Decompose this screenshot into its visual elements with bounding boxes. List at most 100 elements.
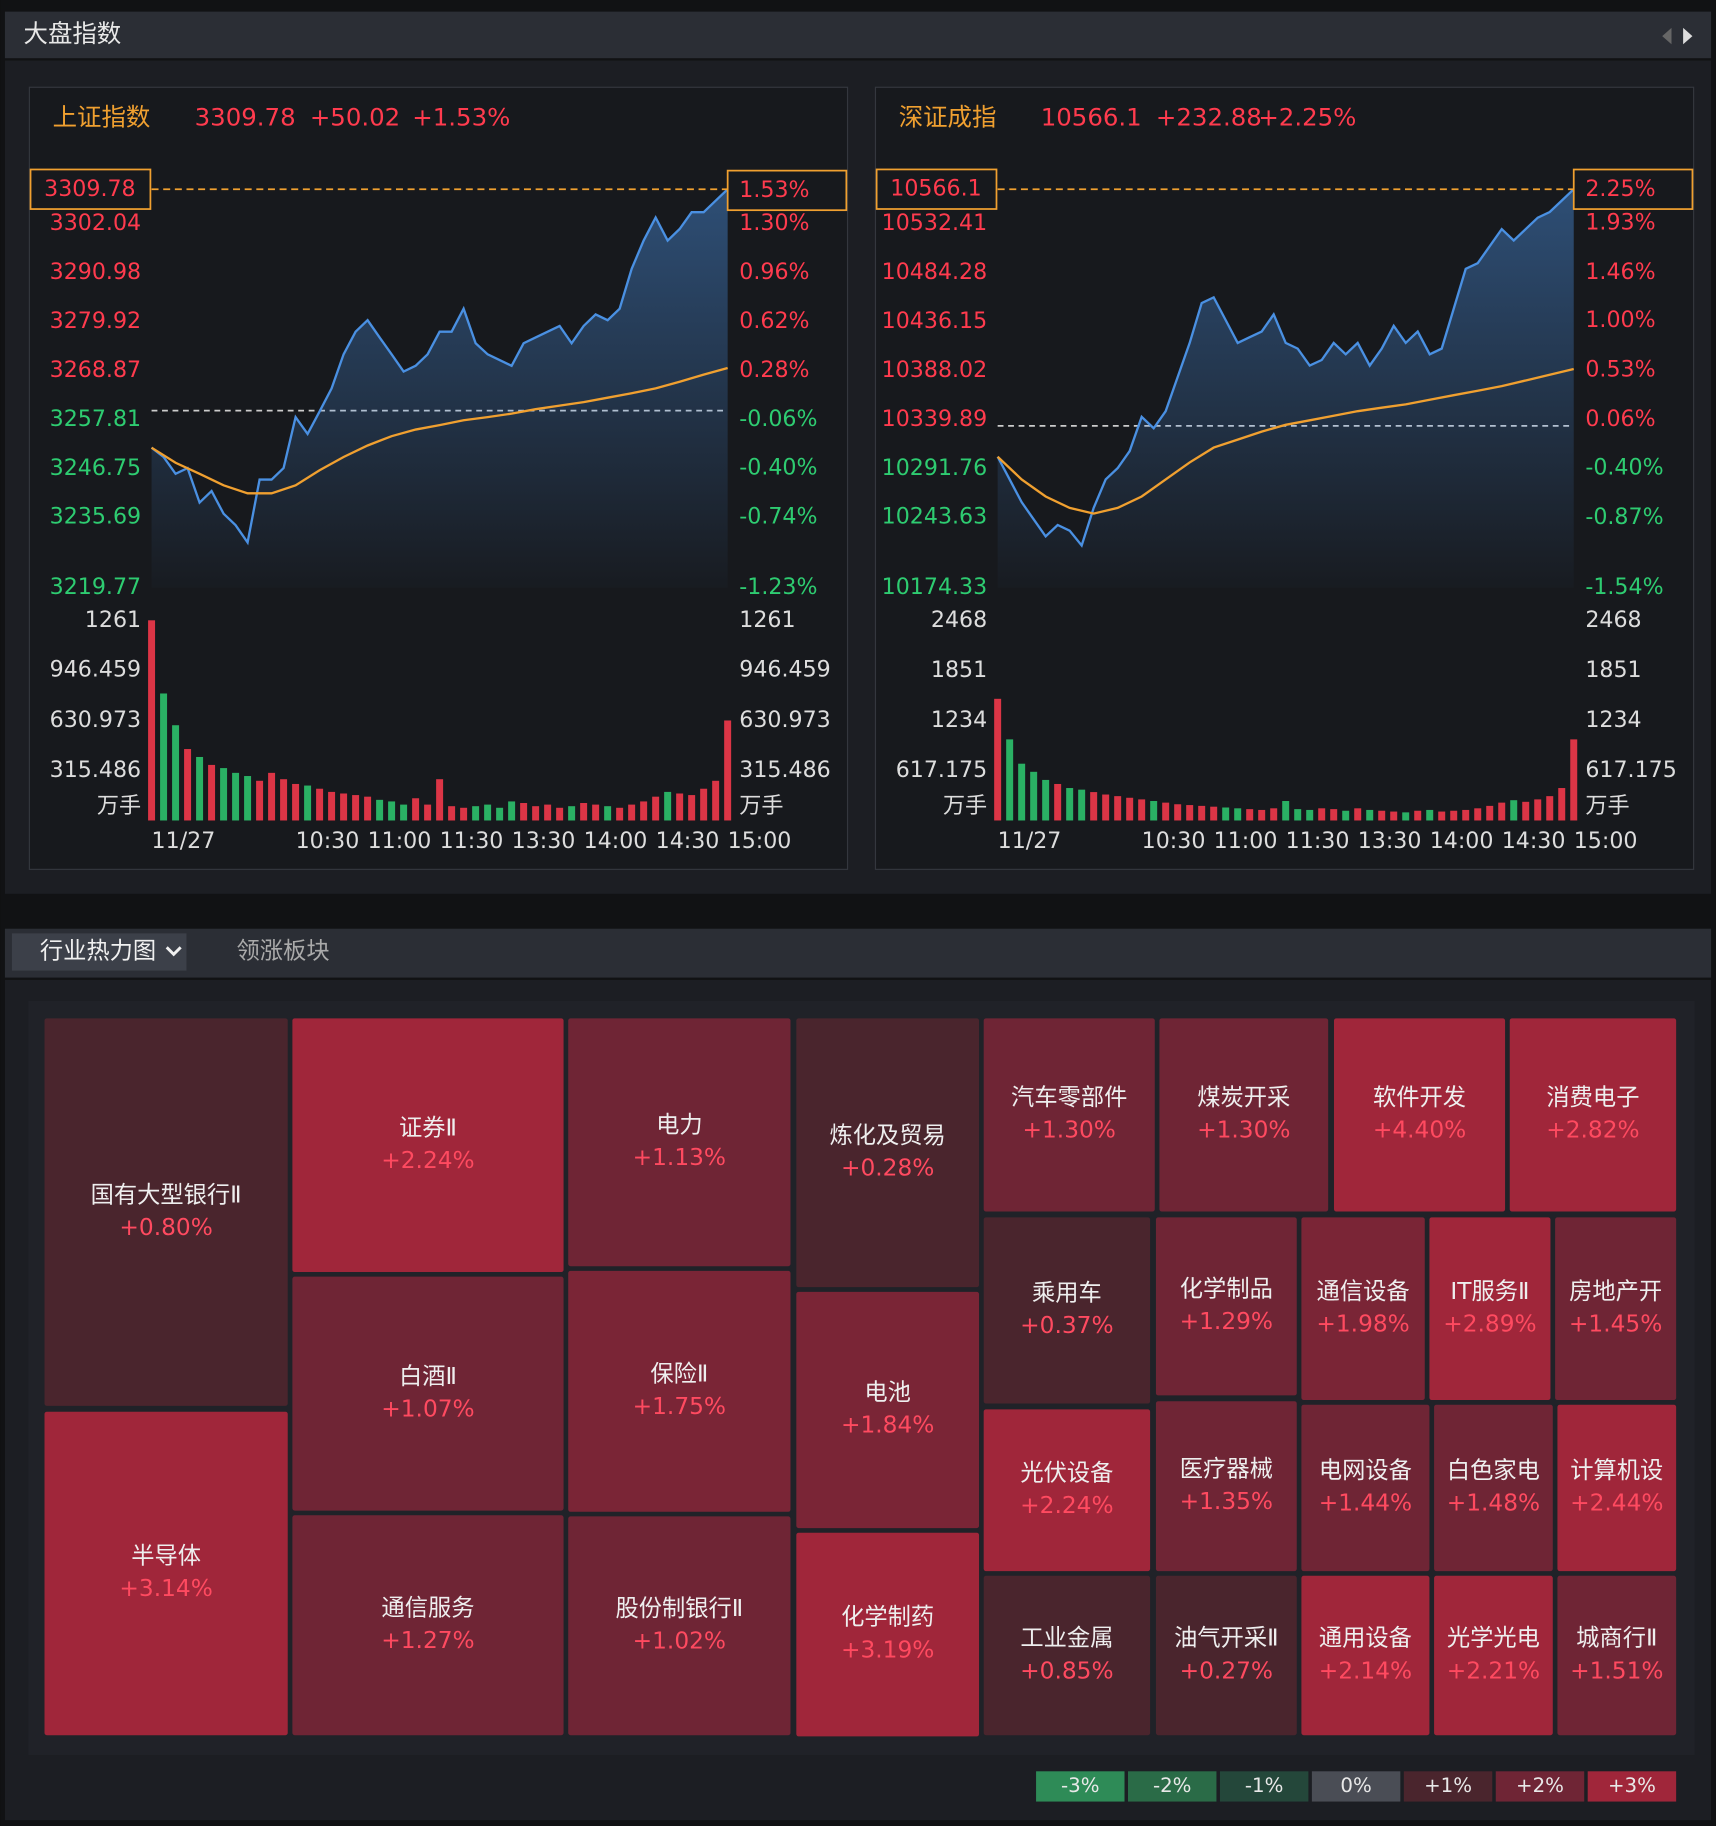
tile-change: +2.24% (1020, 1492, 1113, 1519)
heatmap-tile[interactable] (568, 1516, 791, 1736)
y2-tick-label: 0.96% (739, 259, 809, 285)
tile-change: +1.35% (1180, 1488, 1273, 1515)
tile-change: +1.84% (841, 1412, 934, 1439)
pct-box-label: 2.25% (1585, 176, 1655, 202)
x-tick-label: 11/27 (998, 828, 1062, 854)
volume-bar (340, 793, 348, 821)
price-line (996, 188, 1575, 548)
y-tick-label: 3268.87 (50, 357, 141, 383)
tile-name: 工业金属 (1020, 1625, 1113, 1652)
tab-active[interactable] (11, 933, 187, 971)
volume-bar (1558, 788, 1566, 821)
heatmap-tile[interactable] (568, 1018, 791, 1267)
tile-name: 电力 (656, 1111, 703, 1138)
volume-bar (460, 807, 468, 821)
heatmap-tile[interactable] (1301, 1575, 1430, 1736)
heatmap-tile[interactable] (1159, 1018, 1329, 1212)
x-tick-label: 13:30 (512, 828, 576, 854)
y-tick-label: 10339.89 (882, 406, 988, 432)
tile-name: 通信服务 (381, 1594, 474, 1621)
y-tick-label: 10291.76 (882, 455, 988, 481)
legend-swatch (1495, 1771, 1585, 1802)
heatmap-tile[interactable] (983, 1217, 1151, 1404)
volume-tick-label: 946.459 (739, 657, 830, 683)
volume-bar (1306, 809, 1314, 821)
legend-swatch (1587, 1771, 1677, 1802)
heatmap-tile[interactable] (1434, 1404, 1553, 1572)
heatmap-tile[interactable] (1301, 1217, 1425, 1401)
y2-tick-label: 0.28% (739, 357, 809, 383)
tile-name: 光伏设备 (1020, 1459, 1113, 1486)
volume-tick-label: 1234 (931, 707, 987, 733)
dropdown-icon[interactable] (165, 946, 182, 957)
tile-name: 化学制品 (1180, 1276, 1273, 1303)
heatmap-tile[interactable] (1301, 1404, 1430, 1572)
average-line (150, 366, 728, 495)
heatmap-tile[interactable] (292, 1018, 564, 1273)
tile-name: 股份制银行Ⅱ (615, 1595, 743, 1622)
volume-bar (256, 780, 264, 821)
tab[interactable]: 行业热力图 (40, 937, 156, 964)
tab[interactable]: 领涨板块 (237, 937, 330, 964)
volume-bar (1426, 809, 1434, 821)
volume-bar (1162, 802, 1170, 821)
pct-box (1572, 168, 1694, 210)
heatmap-tile[interactable] (983, 1409, 1151, 1572)
volume-bar (1054, 783, 1062, 821)
heatmap-tile[interactable] (568, 1270, 791, 1512)
volume-bar (496, 807, 504, 821)
tile-name: 化学制药 (841, 1604, 934, 1631)
y2-tick-label: 0.62% (739, 308, 809, 334)
tile-name: 电池 (864, 1379, 911, 1406)
legend-label: +2% (1516, 1774, 1564, 1797)
heatmap-tile[interactable] (1557, 1404, 1677, 1572)
heatmap-tile[interactable] (983, 1018, 1155, 1212)
heatmap-tile[interactable] (44, 1411, 288, 1736)
volume-tick-label: 315.486 (50, 757, 141, 783)
heatmap-tile[interactable] (1509, 1018, 1677, 1212)
next-arrow[interactable] (1683, 27, 1693, 45)
heatmap-tile[interactable] (1155, 1575, 1297, 1736)
heatmap-tile[interactable] (1429, 1217, 1551, 1401)
volume-bar (1018, 763, 1026, 821)
volume-bar (1102, 794, 1110, 821)
volume-bar (172, 725, 180, 821)
heatmap-tile[interactable] (796, 1532, 980, 1737)
volume-bar (712, 780, 720, 821)
volume-bar (676, 793, 684, 821)
index-change-pct: +1.53% (412, 103, 510, 132)
x-tick-label: 11:30 (440, 828, 504, 854)
tile-name: 软件开发 (1373, 1084, 1466, 1111)
y2-tick-label: -1.54% (1585, 574, 1663, 600)
volume-unit: 万手 (739, 793, 783, 819)
heatmap-tile[interactable] (1155, 1217, 1297, 1396)
heatmap-tile[interactable] (796, 1018, 980, 1288)
prev-arrow[interactable] (1662, 27, 1672, 45)
average-line (996, 367, 1575, 515)
volume-bar (472, 806, 480, 821)
heatmap-tile[interactable] (1557, 1575, 1677, 1736)
volume-bar (352, 795, 360, 821)
tile-change: +2.21% (1447, 1657, 1540, 1684)
index-change: +232.88 (1156, 103, 1262, 132)
heatmap-tile[interactable] (292, 1515, 564, 1736)
heatmap-tile[interactable] (1333, 1018, 1506, 1212)
volume-bar (580, 803, 588, 821)
heatmap-tile[interactable] (292, 1276, 564, 1511)
x-tick-label: 14:30 (1502, 828, 1566, 854)
volume-tick-label: 315.486 (739, 757, 830, 783)
heatmap-tile[interactable] (1434, 1575, 1553, 1736)
heatmap-tile[interactable] (1555, 1217, 1677, 1401)
volume-bar (1522, 801, 1530, 821)
y-tick-label: 10174.33 (882, 574, 988, 600)
tile-change: +2.82% (1546, 1117, 1639, 1144)
heatmap-tile[interactable] (1155, 1401, 1297, 1572)
heatmap-tile[interactable] (983, 1575, 1151, 1736)
heatmap-tile[interactable] (796, 1291, 980, 1529)
index-name: 上证指数 (53, 103, 151, 132)
tile-change: +1.27% (381, 1627, 474, 1654)
volume-tick-label: 617.175 (1585, 757, 1676, 783)
legend-label: -2% (1153, 1774, 1192, 1797)
volume-bar (1150, 801, 1158, 821)
heatmap-tile[interactable] (44, 1018, 288, 1406)
